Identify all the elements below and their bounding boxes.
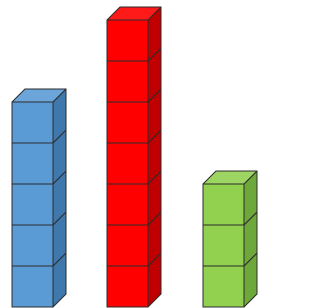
cube-front bbox=[107, 266, 148, 307]
cube-front bbox=[12, 225, 53, 266]
cube-front bbox=[107, 225, 148, 266]
cube-front bbox=[203, 266, 244, 307]
cube-front bbox=[107, 61, 148, 102]
cube-stack bbox=[203, 171, 257, 307]
cube-front bbox=[107, 20, 148, 61]
cube-front bbox=[107, 184, 148, 225]
cube-stack bbox=[12, 89, 66, 307]
cube-front bbox=[203, 225, 244, 266]
page: (() => { const data = JSON.parse(documen… bbox=[0, 0, 320, 308]
cube-front bbox=[107, 143, 148, 184]
cube-front bbox=[12, 184, 53, 225]
cube-front bbox=[12, 102, 53, 143]
cube-front bbox=[203, 184, 244, 225]
cube-front bbox=[12, 266, 53, 307]
cube-illustration bbox=[0, 0, 259, 308]
cube-front bbox=[107, 102, 148, 143]
cube-stack bbox=[107, 7, 161, 307]
cube-front bbox=[12, 143, 53, 184]
